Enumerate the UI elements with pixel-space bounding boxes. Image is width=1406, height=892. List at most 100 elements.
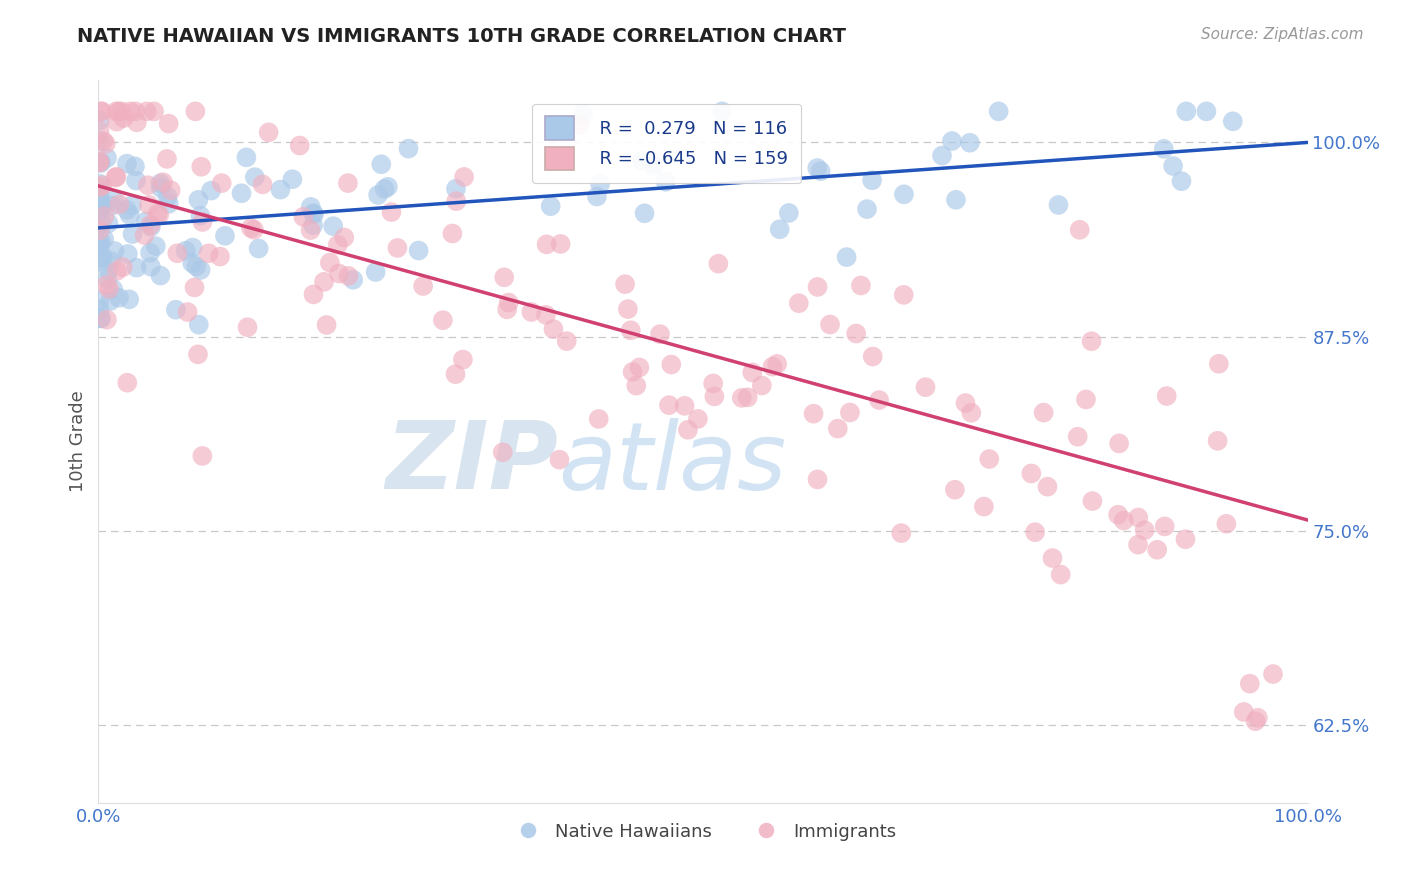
Point: [648, 327, 671, 342]
Point: [105, 169, 128, 184]
Point: [536, 237, 558, 252]
Point: [1069, 223, 1091, 237]
Point: [105, 264, 128, 278]
Point: [1247, 711, 1270, 725]
Point: [741, 366, 763, 380]
Point: [769, 222, 792, 236]
Point: [806, 472, 828, 486]
Point: [686, 412, 709, 426]
Point: [1206, 434, 1229, 448]
Point: [1174, 532, 1197, 546]
Point: [236, 320, 259, 334]
Point: [288, 138, 311, 153]
Point: [96, 151, 118, 165]
Point: [98, 293, 121, 308]
Point: [89, 239, 111, 253]
Point: [614, 277, 637, 292]
Point: [1261, 667, 1284, 681]
Point: [89, 311, 111, 326]
Point: [302, 207, 325, 221]
Point: [572, 107, 595, 121]
Point: [941, 134, 963, 148]
Point: [165, 302, 187, 317]
Point: [408, 244, 430, 258]
Point: [568, 118, 591, 132]
Point: [1112, 514, 1135, 528]
Point: [96, 312, 118, 326]
Text: ZIP: ZIP: [385, 417, 558, 509]
Point: [89, 196, 111, 211]
Point: [152, 175, 174, 189]
Point: [89, 194, 111, 209]
Point: [89, 223, 111, 237]
Point: [159, 183, 181, 197]
Point: [96, 278, 118, 293]
Point: [1133, 523, 1156, 537]
Point: [1080, 334, 1102, 349]
Point: [751, 378, 773, 392]
Point: [1126, 538, 1149, 552]
Point: [328, 267, 350, 281]
Point: [257, 125, 280, 139]
Point: [117, 247, 139, 261]
Point: [125, 260, 148, 275]
Point: [626, 378, 648, 392]
Point: [197, 246, 219, 260]
Point: [630, 153, 652, 168]
Point: [810, 164, 832, 178]
Text: Source: ZipAtlas.com: Source: ZipAtlas.com: [1201, 27, 1364, 42]
Point: [186, 260, 208, 274]
Point: [108, 291, 131, 305]
Point: [586, 189, 609, 203]
Point: [979, 452, 1001, 467]
Point: [299, 200, 322, 214]
Point: [149, 181, 172, 195]
Point: [1067, 430, 1090, 444]
Point: [89, 202, 111, 217]
Point: [243, 170, 266, 185]
Point: [89, 154, 111, 169]
Point: [299, 223, 322, 237]
Point: [621, 365, 644, 379]
Point: [412, 279, 434, 293]
Point: [156, 152, 179, 166]
Point: [496, 302, 519, 317]
Point: [1156, 389, 1178, 403]
Point: [108, 197, 131, 211]
Point: [181, 241, 204, 255]
Point: [432, 313, 454, 327]
Point: [778, 206, 800, 220]
Point: [89, 155, 111, 169]
Point: [1215, 516, 1237, 531]
Point: [367, 188, 389, 202]
Point: [174, 244, 197, 258]
Point: [617, 302, 640, 317]
Point: [125, 115, 148, 129]
Point: [711, 104, 734, 119]
Point: [1049, 567, 1071, 582]
Point: [103, 244, 125, 258]
Point: [157, 117, 180, 131]
Point: [1107, 508, 1129, 522]
Point: [589, 177, 612, 191]
Point: [190, 160, 212, 174]
Point: [93, 134, 115, 148]
Point: [1170, 174, 1192, 188]
Point: [120, 104, 142, 119]
Point: [336, 176, 359, 190]
Point: [766, 357, 789, 371]
Point: [628, 360, 651, 375]
Point: [803, 407, 825, 421]
Point: [702, 376, 724, 391]
Point: [364, 265, 387, 279]
Text: atlas: atlas: [558, 417, 786, 508]
Point: [214, 228, 236, 243]
Point: [960, 406, 983, 420]
Point: [89, 113, 111, 128]
Point: [1074, 392, 1097, 407]
Point: [893, 187, 915, 202]
Point: [1024, 525, 1046, 540]
Point: [806, 280, 828, 294]
Point: [89, 155, 111, 169]
Point: [90, 156, 112, 170]
